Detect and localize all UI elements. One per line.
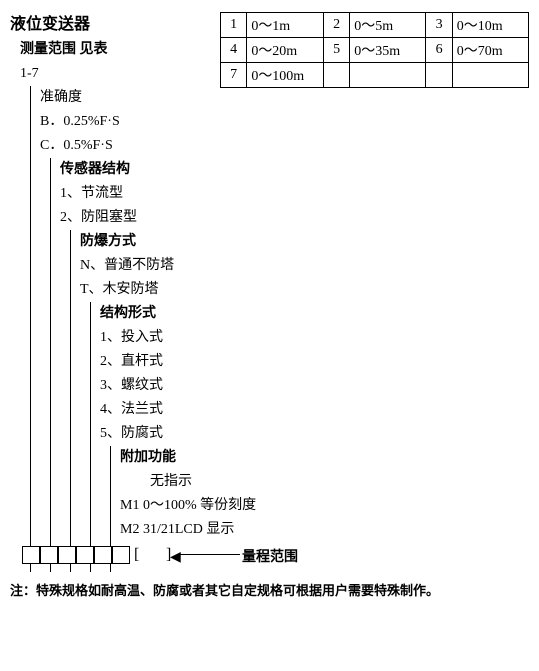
tree-text: 准确度 bbox=[40, 86, 82, 110]
arrow-head-icon: ◀ bbox=[170, 549, 181, 566]
tree-text: C．0.5%F·S bbox=[40, 134, 113, 158]
tree-text: 4、法兰式 bbox=[100, 398, 163, 422]
tree-text: 1-7 bbox=[20, 62, 39, 86]
tree-text: 无指示 bbox=[150, 470, 192, 494]
tree-text: T、木安防塔 bbox=[80, 278, 159, 302]
tree-text: 附加功能 bbox=[120, 446, 176, 470]
tree-text: M1 0～100% 等份刻度 bbox=[120, 494, 256, 518]
range-code-cell: 2 bbox=[323, 13, 349, 38]
tree-row: 1、节流型 bbox=[10, 182, 529, 206]
spec-tree: 测量范围 见表1-7准确度B．0.25%F·SC．0.5%F·S传感器结构1、节… bbox=[10, 38, 529, 542]
tree-row: 3、螺纹式 bbox=[10, 374, 529, 398]
tree-row: 传感器结构 bbox=[10, 158, 529, 182]
tree-connector bbox=[90, 302, 91, 572]
tree-row: 1-7 bbox=[10, 62, 529, 86]
tree-row: 防爆方式 bbox=[10, 230, 529, 254]
tree-connector bbox=[70, 230, 71, 572]
code-box bbox=[22, 546, 40, 564]
tree-row: 5、防腐式 bbox=[10, 422, 529, 446]
code-box-row: []◀量程范围 bbox=[10, 546, 529, 572]
bracket-open: [ bbox=[134, 546, 139, 564]
tree-row: 2、防阻塞型 bbox=[10, 206, 529, 230]
code-box bbox=[76, 546, 94, 564]
arrow-label: 量程范围 bbox=[242, 546, 298, 566]
tree-text: 3、螺纹式 bbox=[100, 374, 163, 398]
tree-text: 2、直杆式 bbox=[100, 350, 163, 374]
tree-row: T、木安防塔 bbox=[10, 278, 529, 302]
range-value-cell: 0～1m bbox=[247, 13, 324, 38]
tree-row: 附加功能 bbox=[10, 446, 529, 470]
tree-row: M1 0～100% 等份刻度 bbox=[10, 494, 529, 518]
range-value-cell: 0～5m bbox=[350, 13, 426, 38]
code-box bbox=[58, 546, 76, 564]
tree-connector bbox=[30, 86, 31, 572]
footnote: 注：特殊规格如耐高温、防腐或者其它自定规格可根据用户需要特殊制作。 bbox=[10, 580, 529, 599]
code-box bbox=[112, 546, 130, 564]
arrow-line bbox=[180, 554, 240, 555]
tree-row: 准确度 bbox=[10, 86, 529, 110]
tree-text: 2、防阻塞型 bbox=[60, 206, 137, 230]
range-code-cell: 3 bbox=[426, 13, 452, 38]
tree-row: 测量范围 见表 bbox=[10, 38, 529, 62]
tree-text: 5、防腐式 bbox=[100, 422, 163, 446]
tree-row: 结构形式 bbox=[10, 302, 529, 326]
tree-row: C．0.5%F·S bbox=[10, 134, 529, 158]
tree-text: 传感器结构 bbox=[60, 158, 130, 182]
tree-row: B．0.25%F·S bbox=[10, 110, 529, 134]
tree-row: 无指示 bbox=[10, 470, 529, 494]
tree-text: N、普通不防塔 bbox=[80, 254, 174, 278]
code-box bbox=[94, 546, 112, 564]
tree-text: 防爆方式 bbox=[80, 230, 136, 254]
tree-text: B．0.25%F·S bbox=[40, 110, 120, 134]
tree-text: 1、投入式 bbox=[100, 326, 163, 350]
tree-connector bbox=[50, 158, 51, 572]
tree-row: 2、直杆式 bbox=[10, 350, 529, 374]
tree-row: 4、法兰式 bbox=[10, 398, 529, 422]
tree-row: 1、投入式 bbox=[10, 326, 529, 350]
tree-row: M2 31/21LCD 显示 bbox=[10, 518, 529, 542]
code-box bbox=[40, 546, 58, 564]
tree-text: 测量范围 见表 bbox=[20, 38, 108, 62]
tree-text: 结构形式 bbox=[100, 302, 156, 326]
range-code-cell: 1 bbox=[221, 13, 247, 38]
tree-text: M2 31/21LCD 显示 bbox=[120, 518, 234, 542]
range-value-cell: 0～10m bbox=[452, 13, 528, 38]
tree-text: 1、节流型 bbox=[60, 182, 123, 206]
tree-row: N、普通不防塔 bbox=[10, 254, 529, 278]
